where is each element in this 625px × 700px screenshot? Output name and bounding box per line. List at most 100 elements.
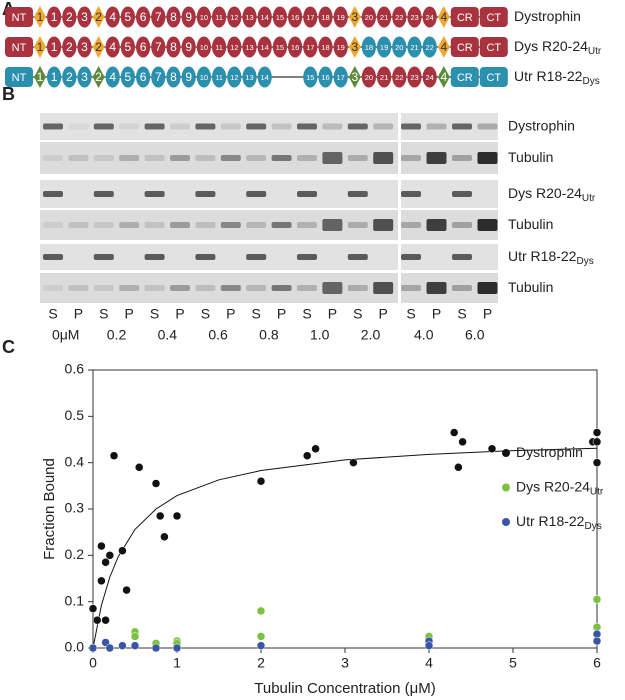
element-label: 2 [66, 70, 73, 84]
gel-band [401, 254, 421, 260]
gel-band [195, 191, 216, 197]
repeat [105, 66, 120, 88]
element-label: CT [486, 42, 501, 54]
gel-band [246, 155, 267, 161]
hinge [34, 36, 46, 58]
element-label: 20 [395, 43, 403, 52]
element-label: 22 [426, 43, 434, 52]
repeat [377, 6, 392, 28]
element-label: 21 [380, 73, 388, 82]
element-label: 7 [155, 70, 162, 84]
data-point [302, 451, 312, 460]
gel-band [452, 123, 472, 130]
gel-band [144, 222, 165, 228]
element-label: 8 [170, 40, 177, 54]
gel-band [271, 285, 292, 291]
gel-band [322, 152, 343, 164]
element-label: 17 [306, 43, 314, 52]
gel-band [246, 123, 267, 130]
element-label: 18 [321, 43, 329, 52]
gel-band [477, 152, 498, 164]
gel-band [271, 155, 292, 161]
gel-band [347, 123, 368, 130]
data-point [101, 615, 110, 625]
lane-label: S [150, 306, 159, 322]
element-label: 3 [81, 70, 88, 84]
lane-label: S [252, 306, 261, 322]
domain-box [5, 67, 33, 87]
element-label: 20 [365, 73, 373, 82]
element-label: 14 [261, 13, 269, 22]
label-main: Dys R20-24 [514, 38, 588, 54]
concentration-label: 1.0 [310, 327, 330, 343]
element-label: 10 [200, 43, 208, 52]
element-label: 14 [261, 43, 269, 52]
domain-box [450, 7, 479, 27]
element-label: 15 [276, 13, 284, 22]
x-tick-label: 4 [425, 655, 433, 671]
data-point [458, 437, 467, 447]
gel-band [477, 123, 498, 130]
element-label: 9 [185, 70, 192, 84]
repeat [318, 6, 333, 28]
data-point [122, 585, 131, 595]
domain-box [5, 37, 33, 57]
repeat [136, 36, 151, 58]
label: Utr R18-22Dys [514, 68, 600, 87]
data-point [151, 643, 161, 653]
gel-band [477, 282, 498, 294]
hinge [92, 6, 105, 28]
data-point [172, 511, 182, 521]
element-label: 1 [51, 10, 58, 24]
element-label: 17 [337, 73, 345, 82]
gel-band [68, 222, 89, 228]
element-label: 20 [365, 13, 373, 22]
hinge [92, 66, 105, 88]
repeat [227, 36, 242, 58]
element-label: 13 [245, 73, 253, 82]
hinge [34, 66, 46, 88]
repeat [422, 36, 437, 58]
data-point [97, 541, 106, 551]
y-tick-label: 0.4 [65, 453, 85, 469]
element-label: 2 [66, 40, 73, 54]
lane-label: S [353, 306, 362, 322]
repeat [318, 66, 333, 88]
repeat [361, 66, 376, 88]
gel-band [297, 155, 317, 161]
gel-band [68, 155, 89, 161]
element-label: CT [486, 12, 501, 24]
repeat [136, 66, 151, 88]
gel-band [452, 155, 472, 161]
data-point [454, 463, 463, 472]
legend-marker [502, 449, 510, 457]
label: Dystrophin [508, 117, 575, 133]
lane-label: P [277, 306, 286, 322]
lane-label: S [201, 306, 210, 322]
element-label: 6 [140, 70, 147, 84]
gel-band [401, 222, 421, 228]
label-subscript: Utr [588, 46, 602, 57]
data-point [256, 632, 266, 641]
repeat [62, 6, 77, 28]
data-point [592, 458, 602, 467]
repeat [377, 36, 392, 58]
gel-band [43, 285, 63, 291]
data-point [592, 437, 602, 447]
element-label: 9 [185, 40, 192, 54]
repeat [47, 66, 62, 88]
x-tick-label: 5 [509, 655, 517, 671]
data-point [134, 463, 144, 472]
gel-band [43, 155, 63, 161]
lane-label: P [379, 306, 388, 322]
repeat [333, 36, 348, 58]
label: Tubulin [508, 216, 553, 232]
gel-band [401, 285, 421, 291]
concentration-label: 0.6 [208, 327, 228, 343]
domain-box [479, 67, 508, 87]
hinge [348, 66, 361, 88]
repeat [136, 6, 151, 28]
gel-band [43, 254, 63, 260]
element-label: 16 [321, 73, 329, 82]
label-main: Dystrophin [508, 117, 575, 133]
